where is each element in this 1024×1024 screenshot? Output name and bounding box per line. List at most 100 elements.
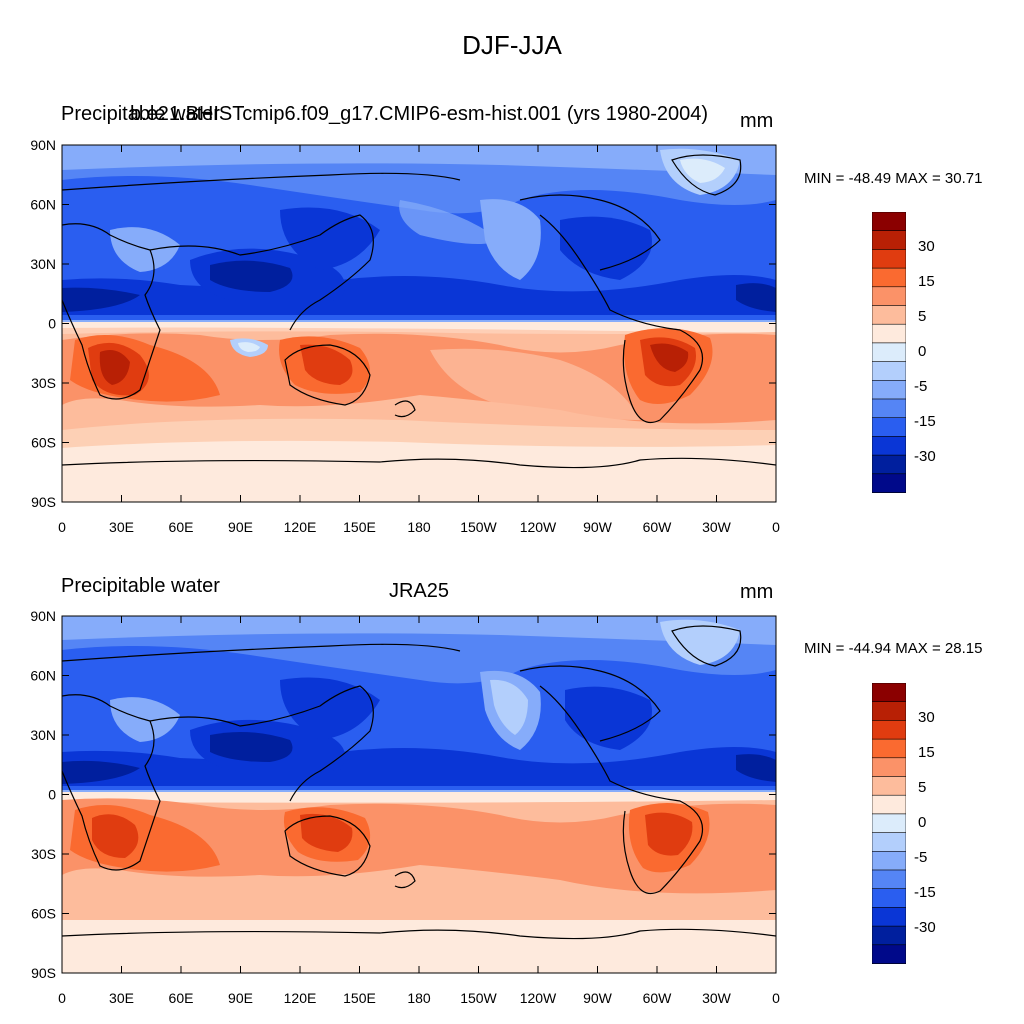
colorbar-swatch xyxy=(872,701,906,721)
colorbar-label: 30 xyxy=(918,709,935,726)
lon-tick-label: 120E xyxy=(284,990,317,1006)
colorbar-swatch xyxy=(872,342,906,363)
panel-variable-label: Precipitable water xyxy=(61,575,220,597)
min-max-label: MIN = -44.94 MAX = 28.15 xyxy=(804,640,983,657)
colorbar-swatch xyxy=(872,473,906,493)
panel-units-label: mm xyxy=(740,581,774,603)
lon-tick-label: 90E xyxy=(228,519,253,535)
lon-tick-label: 150E xyxy=(343,990,376,1006)
lon-tick-label: 0 xyxy=(58,519,66,535)
colorbar-swatch xyxy=(872,738,906,759)
colorbar-swatch xyxy=(872,323,906,344)
lon-tick-label: 120W xyxy=(520,990,557,1006)
lat-tick-label: 30N xyxy=(30,727,56,743)
colorbar-swatch xyxy=(872,720,906,740)
lon-tick-label: 0 xyxy=(772,990,780,1006)
colorbar-label: 30 xyxy=(918,238,935,255)
lat-tick-label: 90N xyxy=(30,137,56,153)
colorbar-label: -15 xyxy=(914,884,936,901)
lat-tick-label: 90N xyxy=(30,608,56,624)
lat-tick-label: 0 xyxy=(48,316,56,332)
lon-tick-label: 30E xyxy=(109,990,134,1006)
lon-tick-label: 180 xyxy=(407,990,431,1006)
colorbar-swatch xyxy=(872,888,906,908)
lon-tick-label: 180 xyxy=(407,519,431,535)
colorbar-obs xyxy=(872,683,906,964)
colorbar-swatch xyxy=(872,869,906,890)
lat-tick-label: 60S xyxy=(31,435,56,451)
colorbar-swatch xyxy=(872,286,906,307)
colorbar-swatch xyxy=(872,813,906,834)
colorbar-swatch xyxy=(872,249,906,269)
colorbar-label: 15 xyxy=(918,273,935,290)
colorbar-swatch xyxy=(872,398,906,419)
colorbar-swatch xyxy=(872,212,906,232)
colorbar-swatch xyxy=(872,794,906,815)
map-field-model xyxy=(62,145,776,502)
colorbar-swatch xyxy=(872,454,906,475)
colorbar-swatch xyxy=(872,944,906,964)
colorbar-label: -15 xyxy=(914,413,936,430)
colorbar-label: 0 xyxy=(918,814,927,831)
lon-tick-label: 30W xyxy=(702,519,732,535)
lat-tick-label: 30S xyxy=(31,375,56,391)
colorbar-swatch xyxy=(872,380,906,400)
lon-tick-label: 90W xyxy=(583,519,613,535)
colorbar-label: 0 xyxy=(918,343,927,360)
panel-variable-label: Precipitable water xyxy=(61,103,220,125)
lon-tick-label: 150W xyxy=(460,990,497,1006)
panel-units-label: mm xyxy=(740,110,774,132)
colorbar-model xyxy=(872,212,906,493)
panel-case-label: JRA25 xyxy=(388,580,450,602)
colorbar-label: -5 xyxy=(914,378,928,395)
lon-tick-label: 150W xyxy=(460,519,497,535)
colorbar-swatch xyxy=(872,907,906,927)
lon-tick-label: 60E xyxy=(169,990,194,1006)
colorbar-label: 5 xyxy=(918,779,927,796)
lat-tick-label: 60S xyxy=(31,906,56,922)
panel-case-label: b.e21.BHISTcmip6.f09_g17.CMIP6-esm-hist.… xyxy=(129,103,709,125)
coastlines-model xyxy=(62,154,776,469)
axes-frame-model xyxy=(61,144,777,503)
lon-tick-label: 120E xyxy=(284,519,317,535)
colorbar-swatch xyxy=(872,230,906,250)
lon-tick-label: 0 xyxy=(58,990,66,1006)
colorbar-label: 15 xyxy=(918,744,935,761)
colorbar-swatch xyxy=(872,776,906,796)
lon-tick-label: 60E xyxy=(169,519,194,535)
map-panel-obs: Precipitable water JRA25 mm MIN = -44.94… xyxy=(0,0,1024,657)
colorbar-label: -30 xyxy=(914,448,936,465)
colorbar-swatch xyxy=(872,436,906,456)
colorbar-swatch xyxy=(872,361,906,381)
lon-tick-label: 30W xyxy=(702,990,732,1006)
colorbar-label: -5 xyxy=(914,849,928,866)
lat-tick-label: 60N xyxy=(30,197,56,213)
colorbar-swatch xyxy=(872,305,906,325)
colorbar-swatch xyxy=(872,832,906,852)
figure-title: DJF-JJA xyxy=(462,30,562,60)
lat-tick-label: 90S xyxy=(31,494,56,510)
lat-tick-label: 90S xyxy=(31,965,56,981)
lon-tick-label: 60W xyxy=(643,990,673,1006)
lon-tick-label: 120W xyxy=(520,519,557,535)
colorbar-swatch xyxy=(872,417,906,437)
lat-tick-label: 30N xyxy=(30,256,56,272)
lon-tick-label: 150E xyxy=(343,519,376,535)
colorbar-label: -30 xyxy=(914,919,936,936)
map-panel-model: Precipitable water b.e21.BHISTcmip6.f09_… xyxy=(0,0,1024,500)
colorbar-swatch xyxy=(872,757,906,778)
map-field-obs xyxy=(62,616,776,973)
lon-tick-label: 60W xyxy=(643,519,673,535)
colorbar-swatch xyxy=(872,683,906,703)
colorbar-label: 5 xyxy=(918,308,927,325)
lat-tick-label: 0 xyxy=(48,787,56,803)
lon-tick-label: 90W xyxy=(583,990,613,1006)
coastlines-obs xyxy=(62,625,776,940)
axes-frame-obs xyxy=(61,615,777,974)
lat-tick-label: 60N xyxy=(30,668,56,684)
lon-tick-label: 30E xyxy=(109,519,134,535)
min-max-label: MIN = -48.49 MAX = 30.71 xyxy=(804,170,983,187)
colorbar-swatch xyxy=(872,851,906,871)
